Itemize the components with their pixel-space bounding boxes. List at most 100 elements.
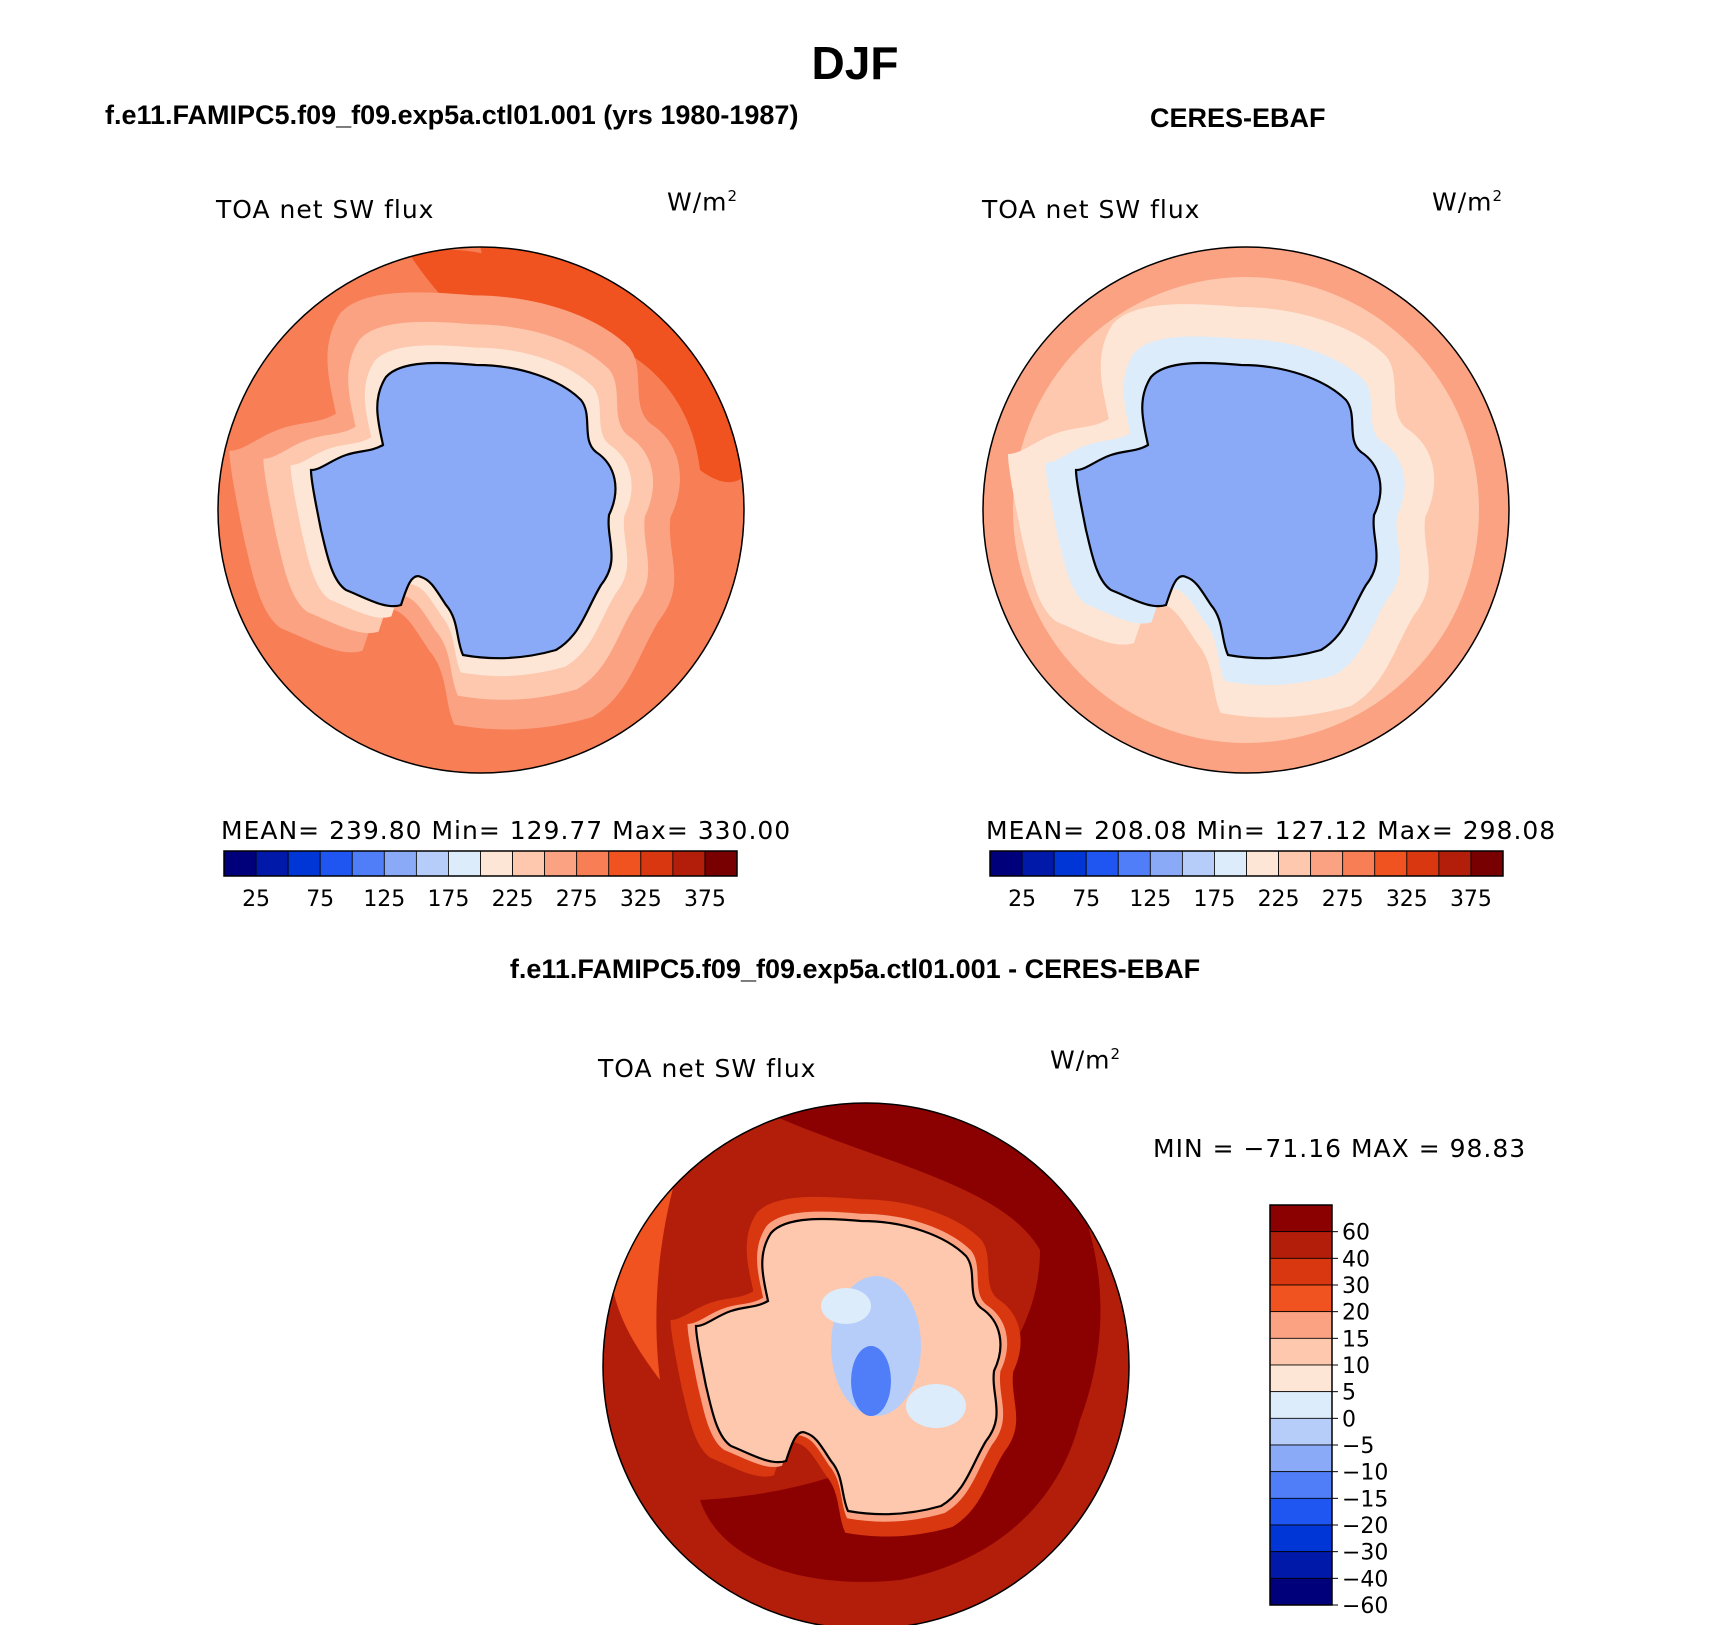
left-colorbar: 25 75 125 175 225 275 325 375 [223,850,738,912]
colorbar-tick-label: 25 [242,887,270,912]
colorbar-tick-label: −10 [1342,1461,1388,1486]
colorbar-tick-label: 15 [1342,1327,1370,1352]
colorbar-box [319,850,353,877]
colorbar-box [287,850,321,877]
colorbar-box [1214,850,1247,877]
colorbar-tick-label: −15 [1342,1487,1388,1512]
colorbar-tick-label: 175 [427,887,469,912]
colorbar-box [1181,850,1215,877]
colorbar-tick-label: 20 [1342,1301,1370,1326]
colorbar-tick-label: 325 [620,887,662,912]
colorbar-box [1374,850,1408,877]
colorbar-tick-label: 75 [1072,887,1100,912]
colorbar-box [1310,850,1344,877]
colorbar-box [351,850,385,877]
right-variable-label: TOA net SW flux [982,195,1201,224]
colorbar-box [1269,1337,1333,1366]
left-map-boundary [217,246,745,774]
colorbar-tick-label: 325 [1386,887,1428,912]
right-unit-label: W/m2 [1432,187,1504,217]
left-variable-label: TOA net SW flux [216,195,435,224]
colorbar-tick-label: 375 [684,887,726,912]
bottom-map [602,1102,1130,1625]
colorbar-tick-label: 125 [363,887,405,912]
colorbar-box [1269,1444,1333,1473]
colorbar-box [1470,850,1504,877]
colorbar-tick-label: 225 [492,887,534,912]
colorbar-box [1269,1231,1333,1259]
colorbar-box [448,850,481,877]
colorbar-tick-label: 30 [1342,1274,1370,1299]
colorbar-tick-label: −20 [1342,1514,1388,1539]
colorbar-tick-label: −30 [1342,1541,1388,1566]
colorbar-tick-label: 75 [306,887,334,912]
bottom-panel-title: f.e11.FAMIPC5.f09_f09.exp5a.ctl01.001 - … [509,954,1201,984]
left-panel-title: f.e11.FAMIPC5.f09_f09.exp5a.ctl01.001 (y… [105,100,799,130]
left-stats: MEAN= 239.80 Min= 129.77 Max= 330.00 [221,816,792,845]
colorbar-box [576,850,610,877]
colorbar-box [704,850,738,877]
colorbar-tick-label: 5 [1342,1381,1356,1406]
colorbar-tick-label: 40 [1342,1247,1370,1272]
colorbar-tick-label: −5 [1342,1434,1374,1459]
right-colorbar: 25 75 125 175 225 275 325 375 [989,850,1504,912]
colorbar-box [1269,1417,1333,1446]
bottom-map-boundary [602,1102,1130,1625]
bottom-variable-label: TOA net SW flux [598,1054,817,1083]
colorbar-box [480,850,513,877]
colorbar-box [1406,850,1440,877]
left-map [217,246,745,774]
colorbar-box [1269,1471,1333,1499]
colorbar-box [255,850,289,877]
colorbar-box [1269,1524,1333,1553]
colorbar-box [1438,850,1472,877]
colorbar-box [1085,850,1119,877]
colorbar-box [383,850,417,877]
colorbar-box [512,850,546,877]
colorbar-tick-label: 60 [1342,1221,1370,1246]
colorbar-tick-label: 0 [1342,1407,1356,1432]
colorbar-tick-label: 125 [1129,887,1171,912]
colorbar-box [1269,1497,1333,1526]
right-map-boundary [982,246,1510,774]
colorbar-box [1269,1551,1333,1579]
left-map-high-band [480,247,744,483]
colorbar-tick-label: 275 [556,887,598,912]
colorbar-box [1278,850,1312,877]
colorbar-box [1269,1577,1333,1606]
colorbar-box [672,850,706,877]
colorbar-tick-label: 25 [1008,887,1036,912]
colorbar-box [1246,850,1279,877]
colorbar-box [1269,1204,1333,1233]
colorbar-box [1149,850,1183,877]
colorbar-box [1342,850,1376,877]
colorbar-box [608,850,642,877]
colorbar-tick-label: −60 [1342,1594,1388,1619]
bottom-map-neg-core [851,1346,891,1416]
colorbar-box [1269,1284,1333,1313]
colorbar-tick-label: 275 [1322,887,1364,912]
bottom-unit-label: W/m2 [1050,1045,1122,1075]
colorbar-tick-label: 175 [1193,887,1235,912]
colorbar-box [1269,1311,1333,1339]
colorbar-box [415,850,449,877]
colorbar-tick-label: 225 [1258,887,1300,912]
colorbar-box [640,850,674,877]
colorbar-box [223,850,257,877]
colorbar-box [1021,850,1055,877]
bottom-stats: MIN = −71.16 MAX = 98.83 [1153,1134,1527,1163]
right-panel-title: CERES-EBAF [1150,103,1326,133]
left-unit-label: W/m2 [667,187,739,217]
colorbar-tick-label: −40 [1342,1567,1388,1592]
colorbar-box [544,850,578,877]
colorbar-box [1269,1257,1333,1286]
figure-title: DJF [811,37,899,89]
colorbar-box [1269,1364,1333,1393]
colorbar-tick-label: 375 [1450,887,1492,912]
right-map [982,246,1510,774]
colorbar-box [989,850,1023,877]
colorbar-box [1117,850,1151,877]
colorbar-tick-label: 10 [1342,1354,1370,1379]
